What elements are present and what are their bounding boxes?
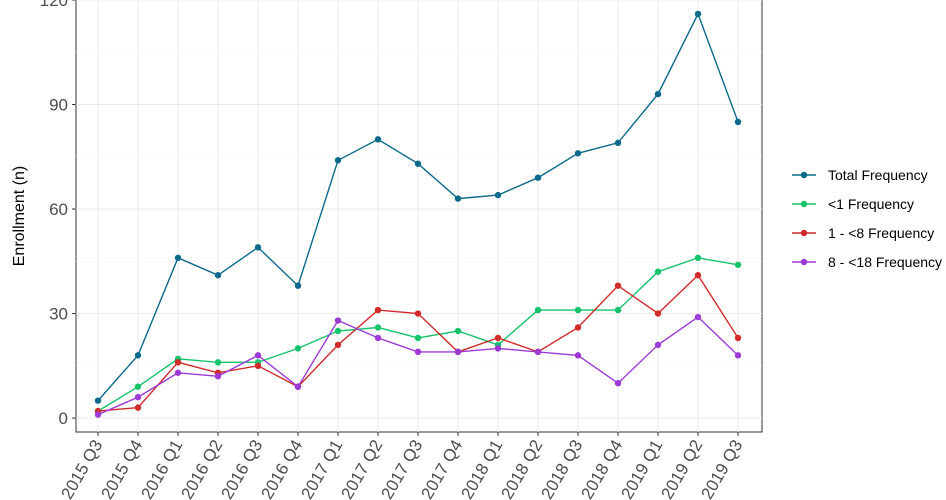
data-point: [454, 348, 462, 356]
data-point: [94, 397, 102, 404]
data-point: [694, 254, 702, 262]
data-point: [374, 136, 382, 143]
data-point: [414, 334, 422, 342]
data-point: [174, 359, 182, 366]
legend-key-point: [800, 229, 808, 237]
legend-label: 1 - <8 Frequency: [828, 225, 934, 241]
y-tick-label: 120: [40, 0, 68, 10]
data-point: [214, 373, 222, 380]
data-point: [574, 352, 582, 359]
data-point: [654, 268, 662, 275]
data-point: [654, 341, 662, 349]
data-point: [334, 157, 342, 164]
data-point: [574, 306, 582, 314]
data-point: [134, 404, 142, 411]
data-point: [494, 191, 502, 199]
data-point: [534, 348, 542, 356]
data-point: [374, 324, 382, 331]
data-point: [134, 383, 142, 390]
data-point: [574, 324, 582, 331]
data-point: [574, 150, 582, 157]
data-point: [174, 254, 182, 262]
data-point: [694, 272, 702, 279]
data-point: [174, 369, 182, 376]
legend-key-point: [800, 258, 808, 266]
data-point: [654, 310, 662, 317]
data-point: [94, 411, 102, 418]
data-point: [534, 306, 542, 314]
y-tick-label: 0: [59, 409, 68, 428]
data-point: [334, 317, 342, 324]
data-point: [294, 282, 302, 289]
data-point: [214, 272, 222, 279]
data-point: [294, 345, 302, 352]
data-point: [534, 174, 542, 181]
data-point: [334, 327, 342, 335]
legend-key-point: [800, 171, 808, 179]
plot-panel: [75, 0, 763, 433]
data-point: [614, 380, 622, 387]
legend-label: 8 - <18 Frequency: [828, 254, 942, 270]
series-lines: [94, 10, 742, 418]
data-point: [734, 118, 742, 126]
data-point: [494, 334, 502, 342]
data-point: [374, 306, 382, 314]
data-point: [734, 352, 742, 359]
legend-label: Total Frequency: [828, 167, 928, 183]
grid-lines: [76, 0, 762, 432]
data-point: [254, 352, 262, 359]
data-point: [134, 393, 142, 401]
y-tick-label: 90: [49, 96, 68, 115]
data-point: [254, 244, 262, 251]
legend: Total Frequency <1 Frequency 1 - <8 Freque…: [792, 167, 942, 270]
data-point: [614, 282, 622, 289]
data-point: [254, 362, 262, 370]
data-point: [694, 313, 702, 321]
data-point: [134, 352, 142, 359]
y-axis-title: Enrollment (n): [11, 166, 28, 266]
data-point: [294, 383, 302, 390]
data-point: [494, 345, 502, 352]
data-point: [734, 261, 742, 268]
y-tick-label: 60: [49, 200, 68, 219]
data-point: [214, 359, 222, 366]
data-point: [414, 160, 422, 167]
data-point: [734, 334, 742, 342]
legend-key-point: [800, 200, 808, 208]
data-point: [414, 310, 422, 317]
data-point: [614, 306, 622, 314]
legend-label: <1 Frequency: [828, 196, 914, 212]
y-tick-label: 30: [49, 305, 68, 324]
data-point: [654, 90, 662, 98]
data-point: [694, 10, 702, 18]
data-point: [454, 327, 462, 335]
data-point: [614, 139, 622, 147]
data-point: [414, 348, 422, 356]
data-point: [334, 341, 342, 349]
data-point: [374, 334, 382, 342]
data-point: [454, 195, 462, 202]
